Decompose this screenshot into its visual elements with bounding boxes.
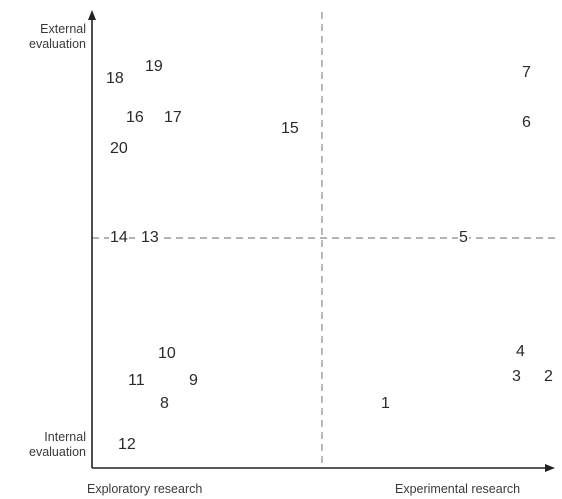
point-13: 13 — [140, 229, 160, 247]
point-20: 20 — [109, 140, 129, 158]
point-1: 1 — [380, 395, 391, 413]
y-axis-top-line2: evaluation — [29, 37, 86, 51]
point-16: 16 — [125, 109, 145, 127]
y-axis-arrow — [88, 10, 96, 20]
y-axis-top-line1: External — [40, 22, 86, 36]
point-14: 14 — [109, 229, 129, 247]
y-axis-bottom-line2: evaluation — [29, 445, 86, 459]
point-7: 7 — [521, 64, 532, 82]
point-8: 8 — [159, 395, 170, 413]
x-axis-arrow — [545, 464, 555, 472]
point-17: 17 — [163, 109, 183, 127]
point-11: 11 — [127, 372, 146, 390]
point-12: 12 — [117, 436, 137, 454]
point-18: 18 — [105, 70, 125, 88]
y-axis-bottom-label: Internal evaluation — [0, 430, 86, 460]
y-axis-bottom-line1: Internal — [44, 430, 86, 444]
x-axis-left-label: Exploratory research — [87, 482, 203, 496]
point-6: 6 — [521, 114, 532, 132]
x-axis-right-label: Experimental research — [395, 482, 521, 496]
point-15: 15 — [280, 120, 300, 138]
y-axis-top-label: External evaluation — [0, 22, 86, 52]
point-5: 5 — [458, 229, 469, 247]
point-10: 10 — [157, 345, 177, 363]
point-3: 3 — [511, 368, 522, 386]
point-4: 4 — [515, 343, 526, 361]
point-19: 19 — [144, 58, 164, 76]
point-9: 9 — [188, 372, 199, 390]
point-2: 2 — [543, 368, 554, 386]
